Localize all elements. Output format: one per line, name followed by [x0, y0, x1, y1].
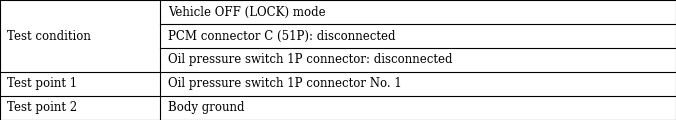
Text: Oil pressure switch 1P connector No. 1: Oil pressure switch 1P connector No. 1 [168, 78, 402, 90]
Text: Test point 1: Test point 1 [7, 78, 77, 90]
Text: Oil pressure switch 1P connector: disconnected: Oil pressure switch 1P connector: discon… [168, 54, 452, 66]
Text: Test point 2: Test point 2 [7, 102, 77, 114]
Text: Vehicle OFF (LOCK) mode: Vehicle OFF (LOCK) mode [168, 6, 325, 18]
Text: Body ground: Body ground [168, 102, 244, 114]
Text: Test condition: Test condition [7, 30, 91, 42]
Text: PCM connector C (51P): disconnected: PCM connector C (51P): disconnected [168, 30, 395, 42]
